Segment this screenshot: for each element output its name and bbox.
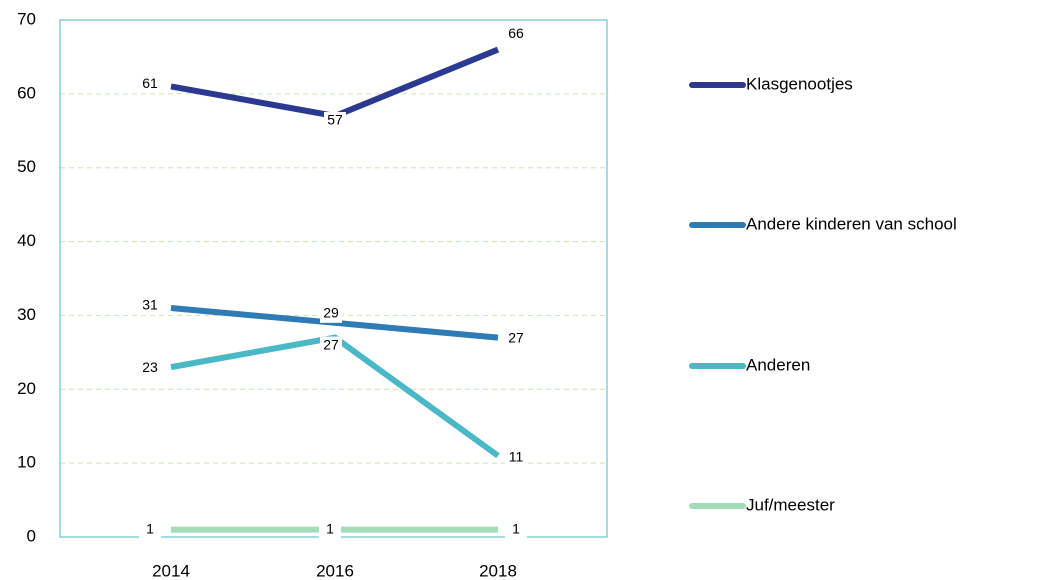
data-label-bg	[505, 520, 527, 539]
y-tick-label: 0	[27, 526, 36, 545]
data-label: 61	[142, 75, 158, 91]
data-label: 1	[146, 520, 154, 536]
data-label-bg	[505, 329, 527, 348]
y-tick-label: 20	[17, 379, 36, 398]
data-label-bg	[320, 304, 342, 323]
data-label: 66	[508, 25, 524, 41]
series-line	[170, 46, 500, 120]
data-label: 27	[323, 336, 339, 352]
data-label: 31	[142, 297, 158, 313]
y-tick-label: 70	[17, 9, 36, 28]
legend-label: Klasgenootjes	[746, 74, 853, 93]
y-tick-label: 30	[17, 305, 36, 324]
y-tick-label: 10	[17, 453, 36, 472]
data-label: 27	[508, 329, 524, 345]
data-label-bg	[139, 75, 161, 94]
data-label-bg	[139, 520, 161, 539]
y-tick-label: 50	[17, 157, 36, 176]
data-label: 29	[323, 305, 339, 321]
y-tick-label: 40	[17, 231, 36, 250]
data-label-bg	[324, 112, 346, 131]
x-tick-label: 2014	[152, 561, 190, 580]
data-label: 1	[326, 520, 334, 536]
x-tick-label: 2016	[316, 561, 354, 580]
y-tick-label: 60	[17, 83, 36, 102]
series-line	[170, 334, 500, 459]
data-label-bg	[319, 520, 341, 539]
data-label: 23	[142, 359, 158, 375]
legend-label: Andere kinderen van school	[746, 214, 957, 233]
legend-label: Juf/meester	[746, 495, 835, 514]
x-tick-label: 2018	[479, 561, 517, 580]
data-label-bg	[505, 25, 527, 44]
data-label: 57	[327, 112, 343, 128]
data-label: 1	[512, 520, 520, 536]
data-label-bg	[320, 336, 342, 355]
legend-label: Anderen	[746, 355, 810, 374]
data-label-bg	[139, 359, 161, 378]
data-label-bg	[505, 448, 527, 467]
data-label-bg	[139, 297, 161, 316]
data-label: 11	[509, 448, 524, 464]
